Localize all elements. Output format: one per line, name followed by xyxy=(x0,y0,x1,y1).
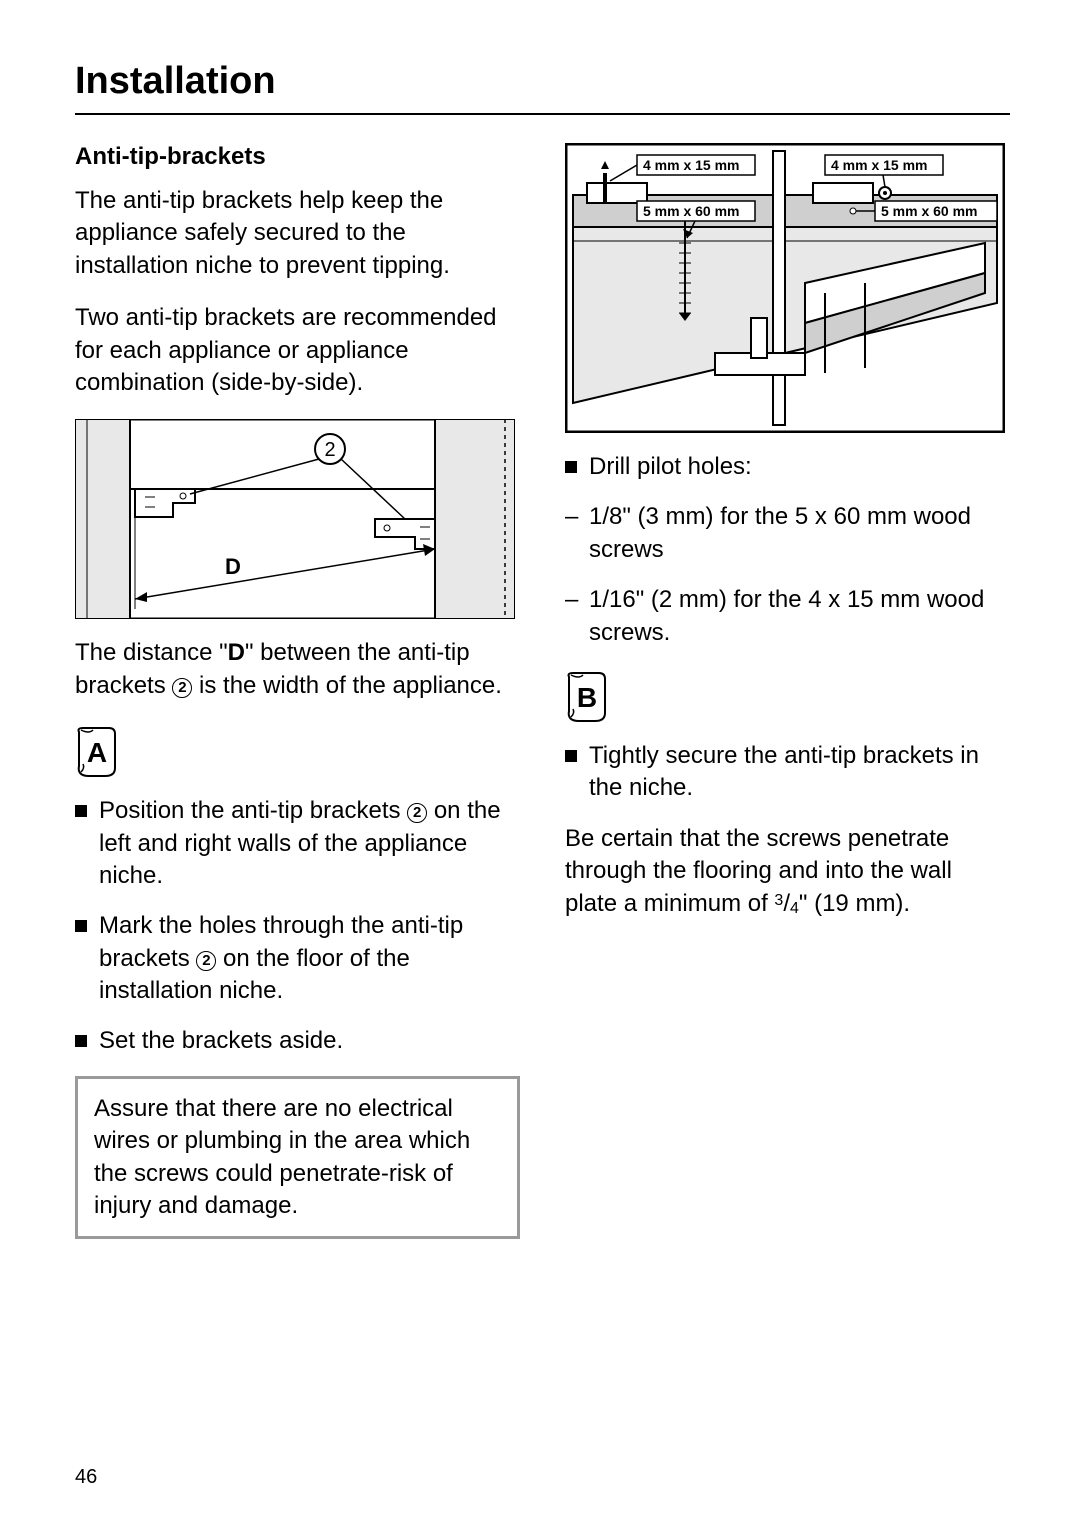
step-mark: Mark the holes through the anti-tip brac… xyxy=(75,910,520,1007)
ref-2-icon: 2 xyxy=(172,678,192,698)
svg-text:B: B xyxy=(577,682,597,713)
section-subhead: Anti-tip-brackets xyxy=(75,143,520,171)
left-column: Anti-tip-brackets The anti-tip brackets … xyxy=(75,143,520,1239)
p3-text-a: The distance " xyxy=(75,639,228,666)
drill-text: Drill pilot holes: xyxy=(589,451,1010,483)
step-position: Position the anti-tip brackets 2 on the … xyxy=(75,795,520,892)
dash-bullet-icon: – xyxy=(565,501,579,566)
fig2-label2: 5 mm x 60 mm xyxy=(643,203,740,219)
page-number: 46 xyxy=(75,1466,97,1489)
drill-list: Drill pilot holes: – 1/8" (3 mm) for the… xyxy=(565,451,1010,649)
bracket-left-icon xyxy=(135,489,195,517)
secure-list: Tightly secure the anti-tip brackets in … xyxy=(565,740,1010,805)
step-set-aside: Set the brackets aside. xyxy=(75,1025,520,1057)
step-drill: Drill pilot holes: xyxy=(565,451,1010,483)
spec-dash-2: – 1/16" (2 mm) for the 4 x 15 mm wood sc… xyxy=(565,584,1010,649)
square-bullet-icon xyxy=(75,805,87,817)
warning-box: Assure that there are no electrical wire… xyxy=(75,1076,520,1240)
spec-dash-1: – 1/8" (3 mm) for the 5 x 60 mm wood scr… xyxy=(565,501,1010,566)
dash-bullet-icon: – xyxy=(565,584,579,649)
secure-text: Tightly secure the anti-tip brackets in … xyxy=(589,740,1010,805)
square-bullet-icon xyxy=(565,461,577,473)
callout-2: 2 xyxy=(324,439,335,461)
figure-brackets-niche: 2 D xyxy=(75,419,520,619)
square-bullet-icon xyxy=(75,1035,87,1047)
ref-2-icon: 2 xyxy=(196,951,216,971)
right-column: 4 mm x 15 mm 5 mm x 60 mm 4 mm x 15 mm 5… xyxy=(565,143,1010,1239)
fig2-label1: 4 mm x 15 mm xyxy=(643,157,740,173)
fig2-label4: 5 mm x 60 mm xyxy=(881,203,978,219)
p3-text-d: is the width of the appliance. xyxy=(192,672,502,699)
penetration-para: Be certain that the screws penetrate thr… xyxy=(565,823,1010,920)
page-title: Installation xyxy=(75,60,1010,115)
figure-screw-detail: 4 mm x 15 mm 5 mm x 60 mm 4 mm x 15 mm 5… xyxy=(565,143,1010,433)
steps-list-left: Position the anti-tip brackets 2 on the … xyxy=(75,795,520,1058)
step-secure: Tightly secure the anti-tip brackets in … xyxy=(565,740,1010,805)
tag-a-icon: A xyxy=(75,726,119,783)
dash2-text: 1/16" (2 mm) for the 4 x 15 mm wood scre… xyxy=(589,584,1010,649)
square-bullet-icon xyxy=(565,750,577,762)
dash1-text: 1/8" (3 mm) for the 5 x 60 mm wood screw… xyxy=(589,501,1010,566)
intro-para-1: The anti-tip brackets help keep the appl… xyxy=(75,185,520,282)
two-column-layout: Anti-tip-brackets The anti-tip brackets … xyxy=(75,143,1010,1239)
bul3-text: Set the brackets aside. xyxy=(99,1025,520,1057)
svg-text:A: A xyxy=(87,737,107,768)
fraction-3-4: 3/4 xyxy=(774,890,798,917)
last-b: " (19 mm). xyxy=(799,890,910,917)
bul1-a: Position the anti-tip brackets xyxy=(99,797,407,824)
intro-para-2: Two anti-tip brackets are recommended fo… xyxy=(75,302,520,399)
square-bullet-icon xyxy=(75,920,87,932)
fig2-label3: 4 mm x 15 mm xyxy=(831,157,928,173)
frac-num: 3 xyxy=(774,892,783,909)
p3-bold-d: D xyxy=(228,639,245,666)
frac-den: 4 xyxy=(790,900,799,917)
distance-para: The distance "D" between the anti-tip br… xyxy=(75,637,520,702)
distance-label: D xyxy=(225,554,241,579)
bracket-right-icon xyxy=(375,519,435,549)
ref-2-icon: 2 xyxy=(407,803,427,823)
tag-b-icon: B xyxy=(565,671,609,728)
